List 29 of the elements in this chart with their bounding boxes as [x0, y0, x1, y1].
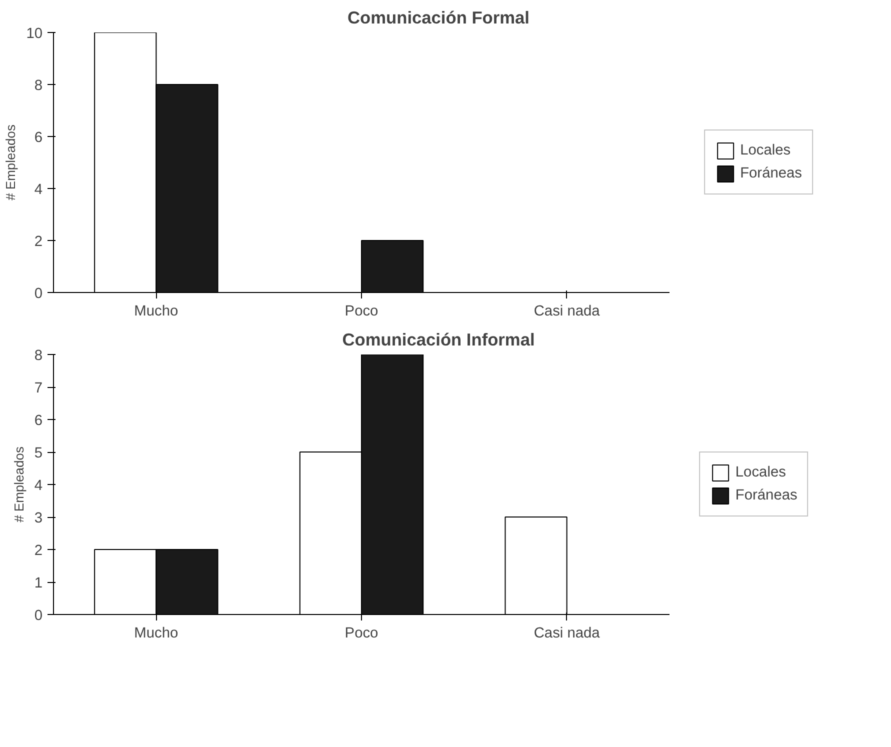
legend-label: Locales — [735, 464, 786, 480]
x-tick-label: Poco — [344, 626, 378, 642]
y-tick-label: 4 — [34, 182, 43, 198]
legend-label: Foráneas — [740, 166, 802, 182]
y-tick-label: 2 — [34, 543, 43, 559]
y-tick-label: 8 — [34, 78, 43, 94]
y-axis-title: # Empleados — [11, 446, 26, 522]
y-tick-label: 1 — [34, 576, 43, 592]
y-tick-label: 8 — [34, 348, 43, 364]
x-tick-label: Casi nada — [534, 304, 601, 320]
x-tick-label: Casi nada — [534, 626, 601, 642]
legend-label: Foráneas — [735, 488, 798, 504]
y-tick-label: 2 — [34, 234, 43, 250]
y-tick-label: 6 — [34, 413, 43, 429]
y-tick-label: 3 — [34, 510, 43, 526]
y-tick-label: 5 — [34, 446, 43, 462]
chart-title: Comunicación Informal — [342, 330, 535, 350]
x-tick-label: Mucho — [134, 304, 178, 320]
y-axis-title: # Empleados — [3, 124, 18, 200]
y-tick-label: 6 — [34, 130, 43, 146]
x-tick-label: Poco — [344, 304, 378, 320]
chart-title: Comunicación Formal — [348, 8, 530, 28]
y-tick-label: 7 — [34, 380, 43, 396]
y-tick-label: 0 — [34, 286, 43, 302]
y-tick-label: 0 — [34, 608, 43, 624]
y-tick-label: 4 — [34, 478, 43, 494]
legend-label: Locales — [740, 142, 791, 158]
x-tick-label: Mucho — [134, 626, 178, 642]
y-tick-label: 10 — [26, 26, 43, 42]
